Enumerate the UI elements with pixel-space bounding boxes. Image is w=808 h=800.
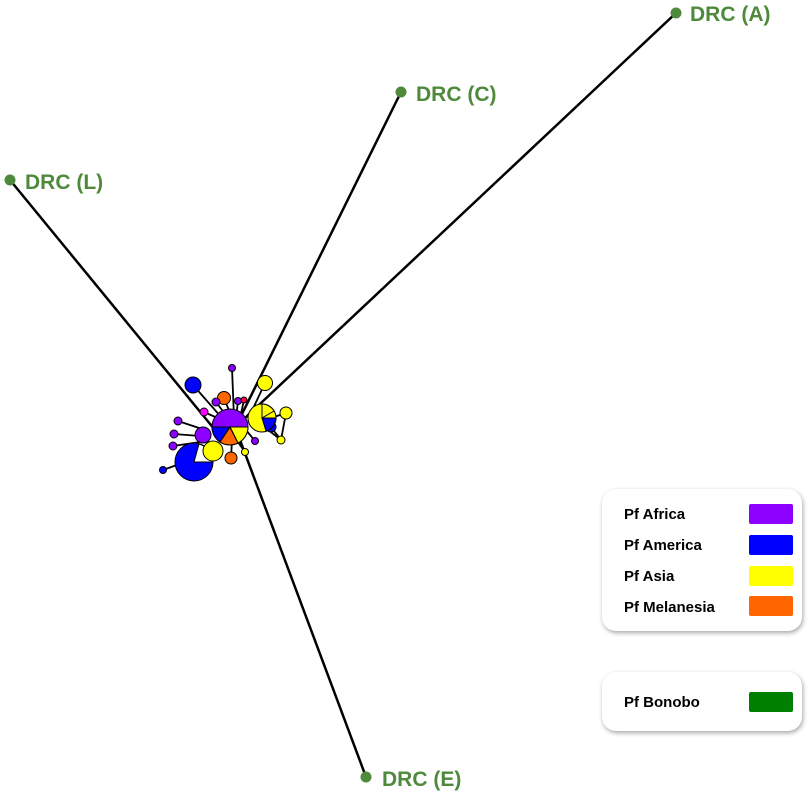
drc-a-node — [670, 7, 682, 19]
legend-label: Pf Africa — [624, 505, 686, 523]
haplotype-central-pie — [211, 408, 249, 446]
haplotype-node — [224, 451, 238, 465]
legend-item-asia: Pf Asia — [624, 565, 674, 587]
legend-swatch-africa — [749, 504, 793, 524]
haplotype-node — [173, 416, 183, 426]
haplotype-node — [279, 406, 293, 420]
haplotype-node — [168, 441, 178, 451]
legend-item-melanesia: Pf Melanesia — [624, 596, 715, 618]
drc-a-label: DRC (A) — [690, 3, 770, 26]
edge-drc-a — [244, 12, 677, 419]
legend-swatch-america — [749, 535, 793, 555]
legend-label: Pf Bonobo — [624, 693, 700, 711]
drc-e-node — [360, 771, 372, 783]
drc-c-label: DRC (C) — [416, 83, 496, 106]
drc-l-node — [4, 174, 16, 186]
edge-drc-c — [238, 91, 403, 419]
haplotype-node — [228, 364, 236, 372]
haplotype-node — [194, 426, 212, 444]
legend-swatch-asia — [749, 566, 793, 586]
haplotype-node — [184, 376, 202, 394]
drc-l-label: DRC (L) — [25, 171, 103, 194]
edge-drc-e — [238, 439, 368, 778]
legend-label: Pf Melanesia — [624, 598, 715, 616]
cluster-nodes — [159, 364, 293, 482]
haplotype-asia-mixed — [247, 403, 277, 433]
legend-swatch-bonobo — [749, 692, 793, 712]
haplotype-node — [234, 397, 242, 405]
haplotype-node — [276, 435, 286, 445]
haplotype-node — [251, 437, 259, 445]
haplotype-node — [199, 407, 209, 417]
legend-bonobo: Pf Bonobo — [602, 672, 802, 731]
drc-c-node — [395, 86, 407, 98]
haplotype-node — [159, 466, 167, 474]
edge-drc-l — [9, 179, 216, 431]
haplotype-node — [211, 397, 221, 407]
legend-item-africa: Pf Africa — [624, 503, 685, 525]
haplotype-node — [202, 440, 224, 462]
haplotype-node — [240, 396, 248, 404]
haplotype-node — [257, 375, 273, 391]
legend-item-america: Pf America — [624, 534, 702, 556]
haplotype-node — [241, 448, 249, 456]
long-edges — [9, 12, 677, 778]
legend-swatch-melanesia — [749, 596, 793, 616]
haplotype-node — [169, 429, 179, 439]
legend-groups: Pf Africa Pf America Pf Asia Pf Melanesi… — [602, 489, 802, 631]
drc-e-label: DRC (E) — [382, 768, 461, 791]
legend-label: Pf Asia — [624, 567, 675, 585]
drc-nodes: DRC (A) DRC (C) DRC (L) DRC (E) — [4, 3, 770, 791]
legend-item-bonobo: Pf Bonobo — [624, 691, 700, 713]
legend-label: Pf America — [624, 536, 702, 554]
